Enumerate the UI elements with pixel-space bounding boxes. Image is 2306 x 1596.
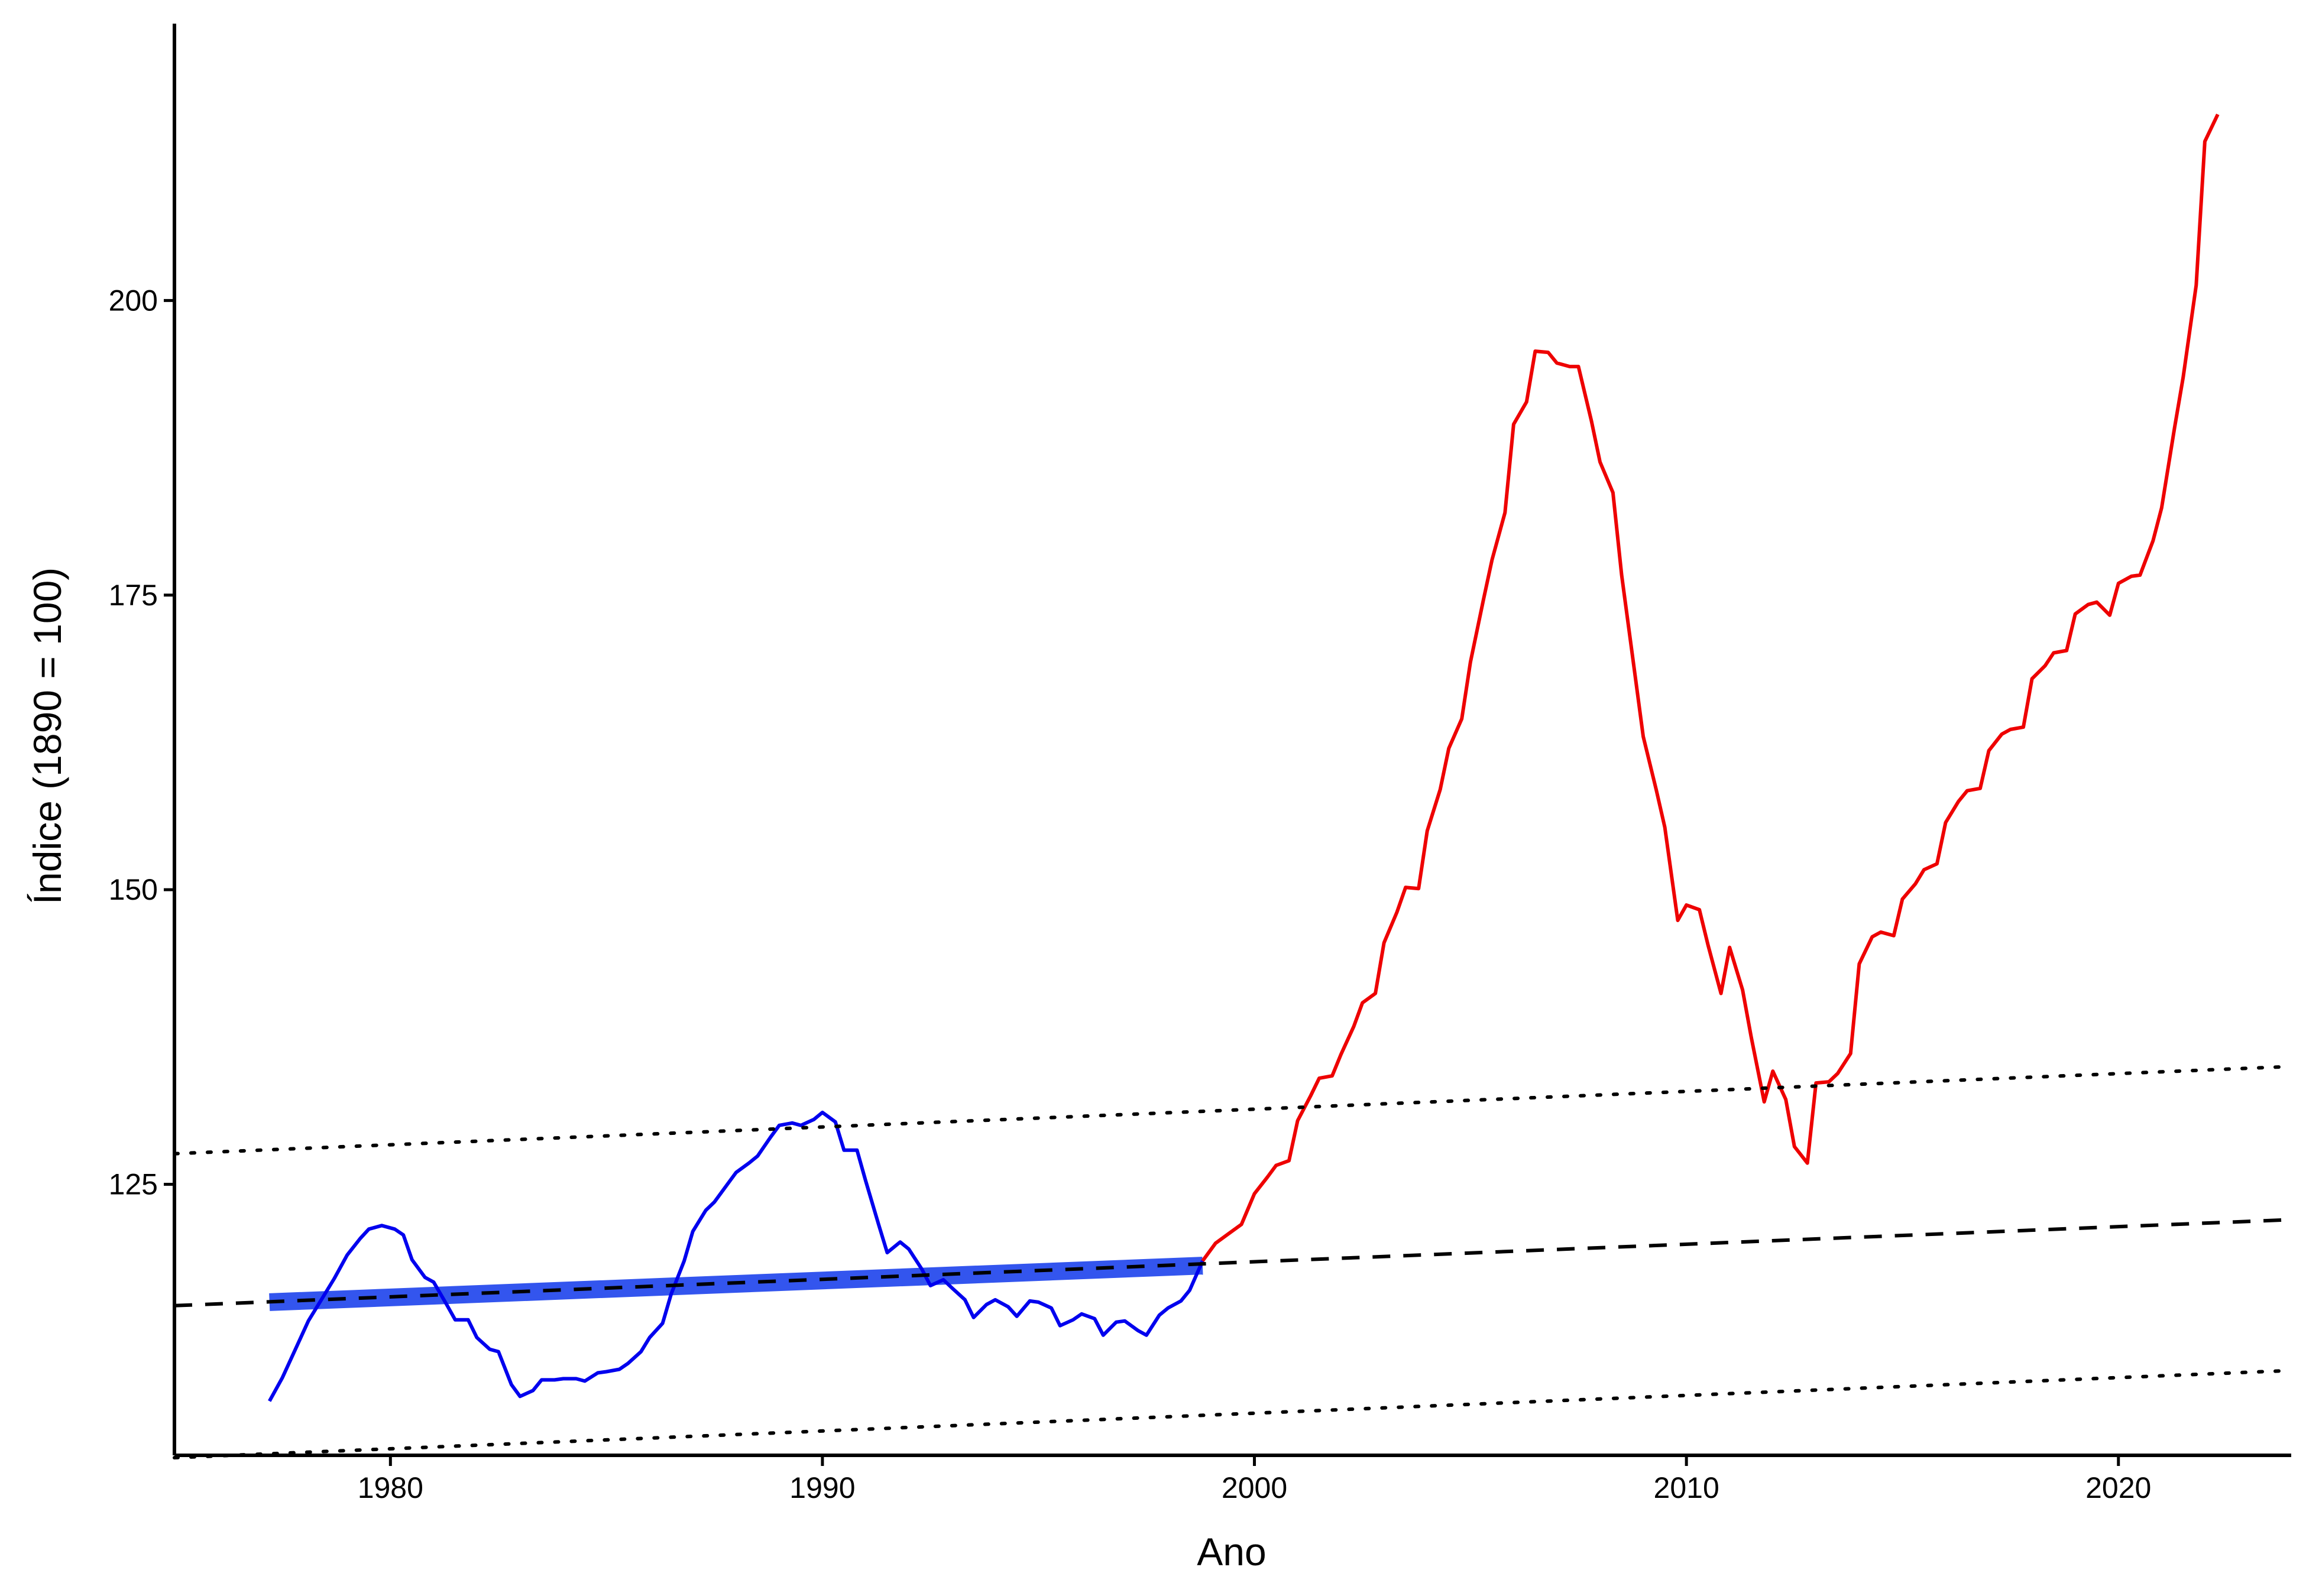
series-line-2 [1201,113,2220,1262]
axes-layer: 1980 1990 2000 2010 2020 125 150 175 200 [109,24,2291,1504]
x-tick-label-2020: 2020 [2085,1471,2151,1504]
x-axis-title: Ano [1197,1530,1266,1574]
x-tick-label-1980: 1980 [358,1471,423,1504]
series-line-1 [268,1110,1204,1402]
y-tick-label-175: 175 [109,579,158,612]
series-line-4 [174,1218,2292,1308]
y-tick-label-125: 125 [109,1168,158,1201]
x-tick-label-2010: 2010 [1654,1471,1719,1504]
series-layer [173,113,2293,1459]
x-tick-label-2000: 2000 [1222,1471,1287,1504]
y-axis-title: Índice (1890 = 100) [25,567,69,905]
y-tick-label-150: 150 [109,873,158,906]
x-tick-label-1990: 1990 [789,1471,855,1504]
y-tick-label-200: 200 [109,284,158,317]
series-line-5 [173,1065,2293,1156]
series-line-6 [173,1368,2293,1459]
